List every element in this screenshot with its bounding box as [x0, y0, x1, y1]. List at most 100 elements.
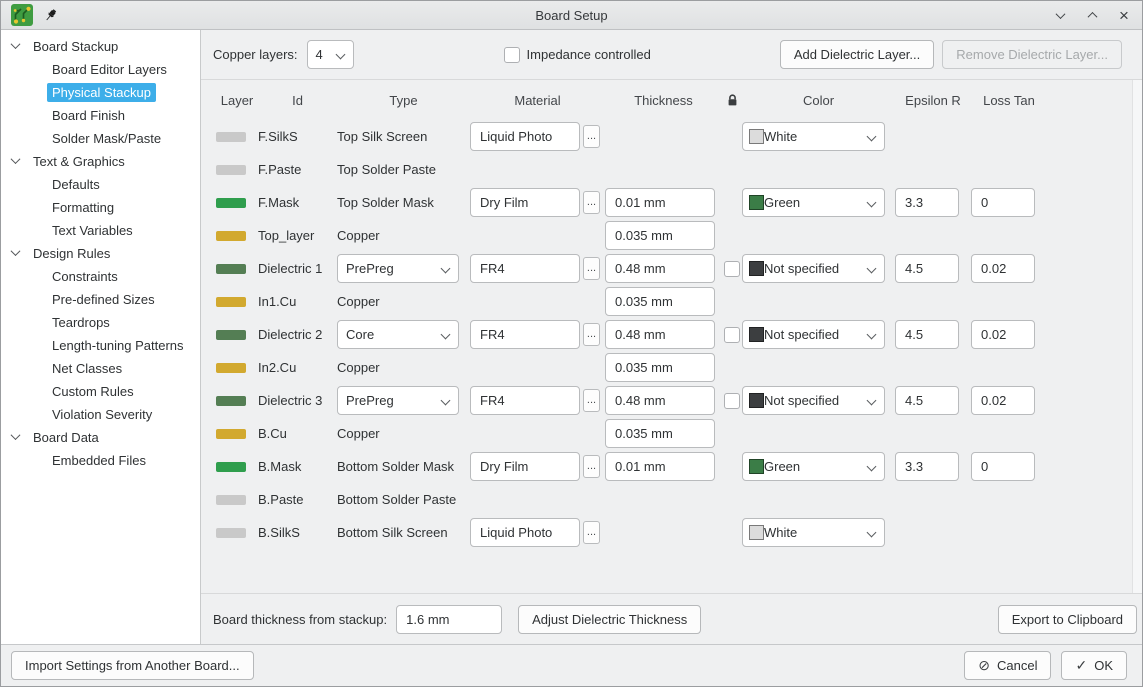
stackup-toolbar: Copper layers: 4 Impedance controlled Ad… [201, 30, 1142, 79]
thickness-lock-checkbox[interactable] [724, 260, 740, 277]
type-select[interactable]: PrePreg [337, 254, 459, 283]
sidebar-item-length-tuning-patterns[interactable]: Length-tuning Patterns [1, 334, 200, 357]
epsilon-field[interactable]: 4.5 [895, 320, 959, 349]
chevron-down-icon[interactable] [10, 429, 21, 440]
material-field[interactable]: Liquid Photo [470, 122, 580, 151]
thickness-field[interactable]: 0.035 mm [605, 353, 715, 382]
thickness-field[interactable]: 0.48 mm [605, 254, 715, 283]
material-field[interactable]: FR4 [470, 386, 580, 415]
type-select[interactable]: Core [337, 320, 459, 349]
browse-material-button[interactable]: ... [583, 323, 600, 346]
epsilon-field[interactable]: 3.3 [895, 452, 959, 481]
window-close-icon[interactable]: × [1119, 5, 1129, 25]
chevron-down-icon[interactable] [10, 153, 21, 164]
layer-id: B.Mask [258, 459, 302, 474]
cancel-button[interactable]: ⊘ Cancel [964, 651, 1052, 680]
sidebar-item-embedded-files[interactable]: Embedded Files [1, 449, 200, 472]
sidebar-item-physical-stackup[interactable]: Physical Stackup [1, 81, 200, 104]
material-field[interactable]: FR4 [470, 254, 580, 283]
sidebar-item-violation-severity[interactable]: Violation Severity [1, 403, 200, 426]
window-shade-icon[interactable] [1052, 7, 1068, 23]
remove-dielectric-layer-button: Remove Dielectric Layer... [942, 40, 1122, 69]
thickness-field[interactable]: 0.035 mm [605, 221, 715, 250]
sidebar-item-design-rules[interactable]: Design Rules [1, 242, 200, 265]
loss-tan-field[interactable]: 0 [971, 188, 1035, 217]
impedance-controlled-checkbox[interactable] [503, 46, 520, 63]
import-settings-button[interactable]: Import Settings from Another Board... [11, 651, 254, 680]
window-maximize-icon[interactable] [1084, 7, 1100, 23]
thickness-field[interactable]: 0.48 mm [605, 386, 715, 415]
copper-layers-select[interactable]: 4 [306, 40, 354, 69]
loss-tan-field[interactable]: 0.02 [971, 254, 1035, 283]
color-select[interactable]: Not specified [742, 386, 885, 415]
board-thickness-input[interactable]: 1.6 mm [396, 604, 503, 634]
sidebar-item-label: Net Classes [52, 361, 123, 376]
type-select[interactable]: PrePreg [337, 386, 459, 415]
sidebar-item-teardrops[interactable]: Teardrops [1, 311, 200, 334]
sidebar-item-custom-rules[interactable]: Custom Rules [1, 380, 200, 403]
material-field[interactable]: Dry Film [470, 452, 580, 481]
thickness-field[interactable]: 0.01 mm [605, 452, 715, 481]
ok-button[interactable]: ✓ OK [1061, 651, 1127, 680]
select-value: PrePreg [346, 261, 394, 276]
color-select[interactable]: White [742, 518, 885, 547]
thickness-field[interactable]: 0.01 mm [605, 188, 715, 217]
table-row: F.Mask Top Solder Mask Dry Film... 0.01 mm G… [216, 186, 1142, 219]
layer-id: Dielectric 1 [258, 261, 323, 276]
material-field[interactable]: FR4 [470, 320, 580, 349]
epsilon-field[interactable]: 4.5 [895, 254, 959, 283]
thickness-field[interactable]: 0.035 mm [605, 419, 715, 448]
browse-material-button[interactable]: ... [583, 521, 600, 544]
thickness-field[interactable]: 0.035 mm [605, 287, 715, 316]
browse-material-button[interactable]: ... [583, 257, 600, 280]
color-select[interactable]: Not specified [742, 254, 885, 283]
table-row: B.Paste Bottom Solder Paste [216, 483, 1142, 516]
export-to-clipboard-button[interactable]: Export to Clipboard [997, 604, 1137, 634]
thickness-lock-checkbox[interactable] [724, 392, 740, 409]
chevron-down-icon[interactable] [10, 245, 21, 256]
sidebar-item-board-stackup[interactable]: Board Stackup [1, 35, 200, 58]
select-value: Green [764, 459, 801, 474]
thickness-field[interactable]: 0.48 mm [605, 320, 715, 349]
add-dielectric-layer-button[interactable]: Add Dielectric Layer... [779, 40, 935, 69]
color-select[interactable]: Green [742, 452, 885, 481]
copper-layers-label: Copper layers: [213, 47, 298, 62]
adjust-dielectric-thickness-button[interactable]: Adjust Dielectric Thickness [518, 604, 702, 634]
color-swatch [749, 459, 764, 474]
sidebar-item-formatting[interactable]: Formatting [1, 196, 200, 219]
sidebar-item-board-finish[interactable]: Board Finish [1, 104, 200, 127]
chevron-down-icon [440, 263, 451, 274]
browse-material-button[interactable]: ... [583, 191, 600, 214]
material-field[interactable]: Liquid Photo [470, 518, 580, 547]
loss-tan-field[interactable]: 0.02 [971, 386, 1035, 415]
epsilon-field[interactable]: 4.5 [895, 386, 959, 415]
browse-material-button[interactable]: ... [583, 455, 600, 478]
layer-id: B.Paste [258, 492, 304, 507]
color-select[interactable]: White [742, 122, 885, 151]
browse-material-button[interactable]: ... [583, 125, 600, 148]
loss-tan-field[interactable]: 0.02 [971, 320, 1035, 349]
color-select[interactable]: Not specified [742, 320, 885, 349]
sidebar-item-constraints[interactable]: Constraints [1, 265, 200, 288]
loss-tan-field[interactable]: 0 [971, 452, 1035, 481]
material-field[interactable]: Dry Film [470, 188, 580, 217]
sidebar-item-defaults[interactable]: Defaults [1, 173, 200, 196]
epsilon-field[interactable]: 3.3 [895, 188, 959, 217]
thickness-lock-checkbox[interactable] [724, 326, 740, 343]
chevron-down-icon[interactable] [10, 38, 21, 49]
vertical-scrollbar[interactable] [1132, 80, 1142, 593]
browse-material-button[interactable]: ... [583, 389, 600, 412]
sidebar-item-board-editor-layers[interactable]: Board Editor Layers [1, 58, 200, 81]
sidebar-item-label: Design Rules [33, 246, 111, 261]
sidebar-item-text-graphics[interactable]: Text & Graphics [1, 150, 200, 173]
sidebar-item-board-data[interactable]: Board Data [1, 426, 200, 449]
sidebar-item-text-variables[interactable]: Text Variables [1, 219, 200, 242]
sidebar-item-solder-mask-paste[interactable]: Solder Mask/Paste [1, 127, 200, 150]
pin-icon[interactable] [43, 8, 58, 23]
window-title: Board Setup [535, 7, 608, 23]
impedance-controlled-label: Impedance controlled [526, 47, 651, 62]
lock-icon [722, 93, 742, 108]
sidebar-item-pre-defined-sizes[interactable]: Pre-defined Sizes [1, 288, 200, 311]
sidebar-item-net-classes[interactable]: Net Classes [1, 357, 200, 380]
color-select[interactable]: Green [742, 188, 885, 217]
